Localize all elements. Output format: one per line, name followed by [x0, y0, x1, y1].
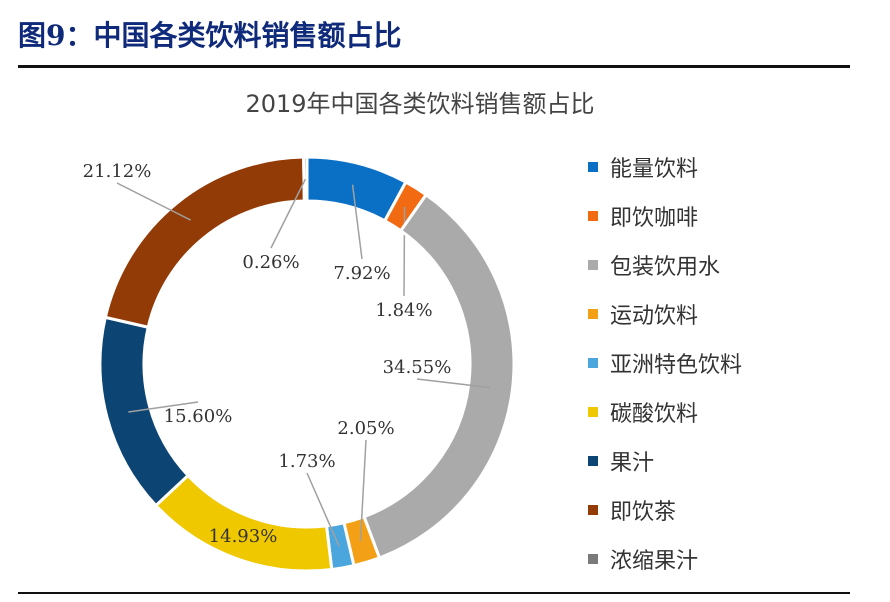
chart-title: 2019年中国各类饮料销售额占比	[245, 90, 595, 118]
slice-data-label: 21.12%	[83, 161, 152, 182]
leader-line	[116, 182, 192, 221]
leader-line	[416, 378, 491, 389]
slice-data-label: 34.55%	[383, 357, 452, 378]
legend-swatch	[588, 553, 598, 564]
legend-item: 即饮茶	[588, 485, 838, 534]
legend-label: 即饮茶	[610, 499, 677, 525]
legend-label: 浓缩果汁	[610, 548, 699, 574]
legend-label: 运动饮料	[610, 303, 699, 329]
leader-line	[351, 184, 363, 260]
figure-header: 图9：中国各类饮料销售额占比	[0, 0, 890, 70]
leader-line	[306, 472, 340, 547]
donut-slice	[153, 473, 334, 573]
legend-item: 浓缩果汁	[588, 534, 838, 583]
legend-swatch	[588, 161, 598, 172]
legend-swatch	[588, 259, 598, 270]
legend-label: 果汁	[610, 450, 655, 476]
legend-item: 能量饮料	[588, 142, 838, 191]
legend-item: 果汁	[588, 436, 838, 485]
legend-item: 包装饮用水	[588, 240, 838, 289]
slice-data-label: 15.60%	[164, 406, 233, 427]
legend-swatch	[588, 504, 598, 515]
leader-line	[270, 178, 307, 249]
figure-title: 图9：中国各类饮料销售额占比	[18, 19, 402, 52]
legend-swatch	[588, 357, 598, 368]
legend-label: 包装饮用水	[610, 254, 721, 280]
legend-label: 即饮咖啡	[610, 205, 699, 231]
slice-data-label: 1.73%	[278, 451, 335, 472]
slice-data-label: 7.92%	[333, 263, 390, 284]
slice-data-label: 1.84%	[375, 300, 432, 321]
legend-swatch	[588, 210, 598, 221]
slice-data-label: 14.93%	[209, 526, 278, 547]
footer-rule	[18, 592, 850, 594]
legend-label: 能量饮料	[610, 156, 699, 182]
legend-swatch	[588, 455, 598, 466]
chart-legend: 能量饮料即饮咖啡包装饮用水运动饮料亚洲特色饮料 碳酸饮料果汁即饮茶浓缩果汁	[588, 142, 838, 583]
legend-item: 碳酸饮料	[588, 387, 838, 436]
legend-item: 即饮咖啡	[588, 191, 838, 240]
leader-line	[128, 401, 199, 413]
legend-item: 运动饮料	[588, 289, 838, 338]
slice-data-label: 2.05%	[337, 418, 394, 439]
legend-label: 亚洲特色饮料	[610, 352, 743, 378]
legend-label: 碳酸饮料	[610, 401, 699, 427]
header-rule	[18, 65, 850, 68]
leader-line	[359, 439, 367, 542]
legend-swatch	[588, 406, 598, 417]
legend-swatch	[588, 308, 598, 319]
leader-line	[403, 206, 406, 297]
legend-item: 亚洲特色饮料	[588, 338, 838, 387]
slice-data-label: 0.26%	[242, 252, 299, 273]
